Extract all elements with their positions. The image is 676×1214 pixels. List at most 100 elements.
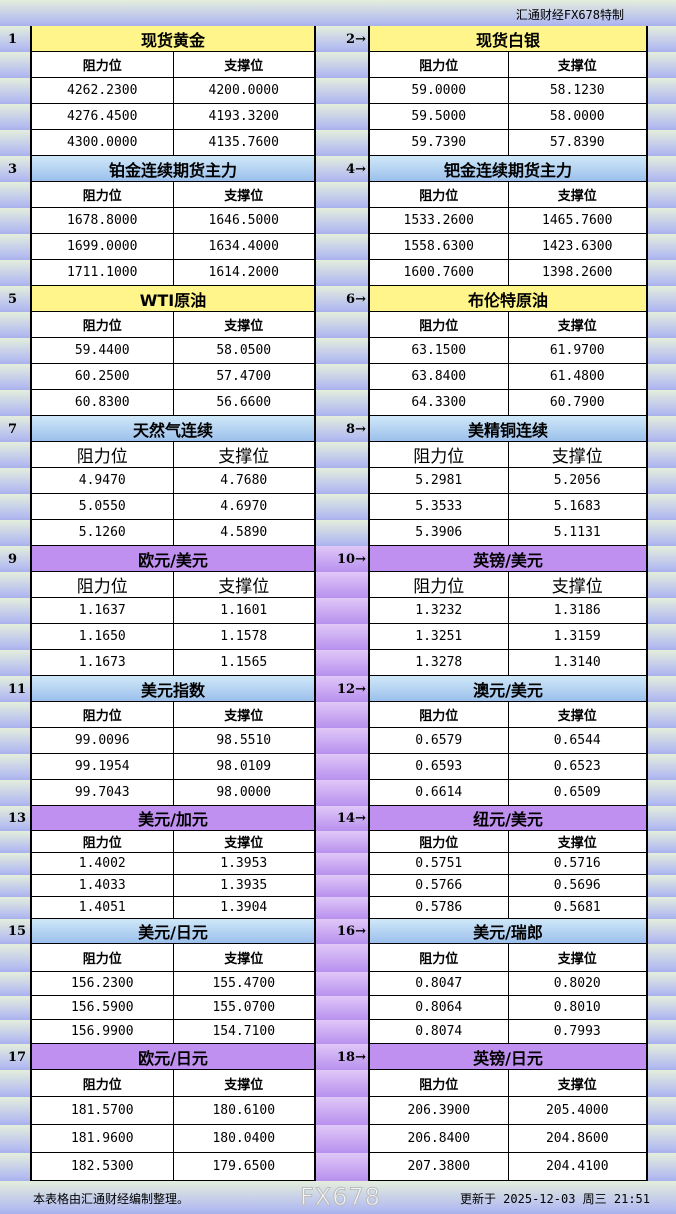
support-header: 支撑位 (172, 442, 314, 467)
right-gutter (648, 624, 676, 650)
row-gutter (0, 1070, 30, 1097)
row-gutter (0, 853, 30, 875)
data-row: 0.6593 0.6523 (368, 754, 648, 780)
resistance-header: 阻力位 (32, 831, 173, 852)
data-row: 63.8400 61.4800 (368, 364, 648, 390)
resistance-value: 5.3533 (370, 494, 508, 519)
support-header: 支撑位 (507, 312, 646, 337)
resistance-header: 阻力位 (32, 442, 173, 467)
right-gutter (648, 312, 676, 338)
right-gutter (648, 650, 676, 676)
support-value: 1.3935 (172, 875, 314, 896)
table-row: 阻力位 支撑位 阻力位 支撑位 (0, 572, 676, 598)
resistance-header: 阻力位 (370, 702, 508, 727)
right-gutter (648, 26, 676, 52)
support-value: 0.8010 (507, 996, 646, 1019)
support-value: 58.1230 (507, 78, 646, 103)
middle-gutter (316, 702, 368, 728)
table-row: 阻力位 支撑位 阻力位 支撑位 (0, 442, 676, 468)
middle-gutter: 14→ (316, 806, 368, 831)
middle-gutter (316, 1097, 368, 1125)
right-gutter (648, 156, 676, 182)
resistance-header: 阻力位 (370, 182, 508, 207)
table-row: 阻力位 支撑位 阻力位 支撑位 (0, 702, 676, 728)
table-row: 182.5300 179.6500 207.3800 204.4100 (0, 1153, 676, 1181)
data-row: 99.1954 98.0109 (30, 754, 316, 780)
support-value: 4.6970 (172, 494, 314, 519)
row-gutter (0, 1125, 30, 1153)
middle-gutter (316, 1020, 368, 1044)
middle-gutter (316, 897, 368, 919)
middle-gutter (316, 754, 368, 780)
resistance-value: 1711.1000 (32, 260, 173, 285)
row-gutter (0, 875, 30, 897)
row-gutter (0, 468, 30, 494)
row-gutter (0, 338, 30, 364)
instrument-header: 澳元/美元 (368, 676, 648, 702)
support-header: 支撑位 (172, 312, 314, 337)
middle-gutter (316, 853, 368, 875)
support-header: 支撑位 (507, 442, 646, 467)
section-number: 2→ (346, 31, 366, 47)
data-row: 4262.2300 4200.0000 (30, 78, 316, 104)
instrument-header: 欧元/美元 (30, 546, 316, 572)
table-row: 5.0550 4.6970 5.3533 5.1683 (0, 494, 676, 520)
table-row: 5.1260 4.5890 5.3906 5.1131 (0, 520, 676, 546)
row-gutter (0, 312, 30, 338)
support-value: 5.1683 (507, 494, 646, 519)
table-row: 1.4051 1.3904 0.5786 0.5681 (0, 897, 676, 919)
resistance-value: 156.9900 (32, 1020, 173, 1043)
support-header: 支撑位 (172, 702, 314, 727)
middle-gutter (316, 78, 368, 104)
support-value: 0.6509 (507, 780, 646, 805)
table-row: 156.2300 155.4700 0.8047 0.8020 (0, 972, 676, 996)
data-row: 1711.1000 1614.2000 (30, 260, 316, 286)
support-value: 1634.4000 (172, 234, 314, 259)
data-row: 0.8047 0.8020 (368, 972, 648, 996)
data-row: 206.3900 205.4000 (368, 1097, 648, 1125)
resistance-value: 206.8400 (370, 1125, 508, 1152)
section-number: 6→ (346, 291, 366, 307)
section-number: 12→ (337, 681, 366, 697)
row-gutter (0, 754, 30, 780)
instrument-header: 英镑/美元 (368, 546, 648, 572)
instrument-header: 美精铜连续 (368, 416, 648, 442)
support-value: 154.7100 (172, 1020, 314, 1043)
middle-gutter (316, 1070, 368, 1097)
resistance-value: 64.3300 (370, 390, 508, 415)
resistance-header: 阻力位 (32, 52, 173, 77)
right-gutter (648, 875, 676, 897)
middle-gutter (316, 780, 368, 806)
resistance-value: 4276.4500 (32, 104, 173, 129)
resistance-value: 99.0096 (32, 728, 173, 753)
row-gutter (0, 364, 30, 390)
row-gutter: 15 (0, 919, 30, 944)
support-value: 1.1578 (172, 624, 314, 649)
support-value: 179.6500 (172, 1153, 314, 1180)
update-time: 更新于 2025-12-03 周三 21:51 (459, 1192, 650, 1206)
middle-gutter (316, 875, 368, 897)
table-row: 15 美元/日元 16→ 美元/瑞郎 (0, 919, 676, 944)
middle-gutter (316, 390, 368, 416)
resistance-value: 1.3251 (370, 624, 508, 649)
resistance-value: 4.9470 (32, 468, 173, 493)
right-gutter (648, 919, 676, 944)
table-row: 1.4033 1.3935 0.5766 0.5696 (0, 875, 676, 897)
resistance-value: 181.9600 (32, 1125, 173, 1152)
row-gutter: 11 (0, 676, 30, 702)
support-value: 155.4700 (172, 972, 314, 995)
middle-gutter (316, 972, 368, 996)
instrument-header: WTI原油 (30, 286, 316, 312)
row-gutter: 5 (0, 286, 30, 312)
middle-gutter (316, 338, 368, 364)
instrument-header: 钯金连续期货主力 (368, 156, 648, 182)
right-gutter (648, 676, 676, 702)
middle-gutter: 8→ (316, 416, 368, 442)
right-gutter (648, 364, 676, 390)
table-row: 阻力位 支撑位 阻力位 支撑位 (0, 944, 676, 972)
support-header: 支撑位 (172, 1070, 314, 1096)
support-value: 0.6544 (507, 728, 646, 753)
table-row: 阻力位 支撑位 阻力位 支撑位 (0, 182, 676, 208)
support-value: 1465.7600 (507, 208, 646, 233)
footer: 本表格由汇通财经编制整理。 更新于 2025-12-03 周三 21:51 (0, 1181, 676, 1214)
